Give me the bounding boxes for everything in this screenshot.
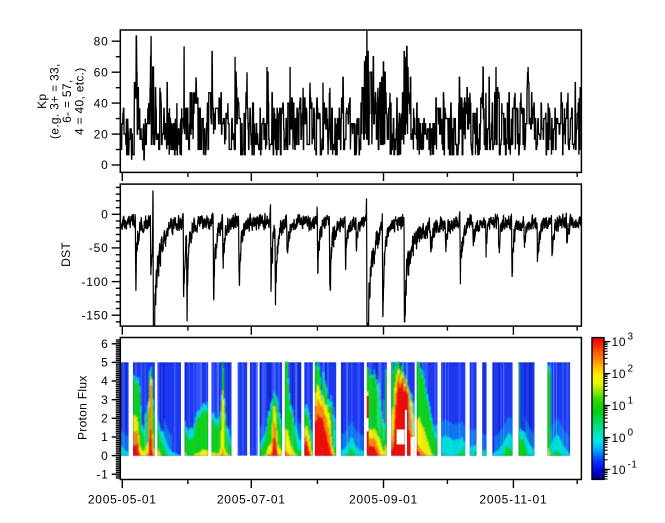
svg-text:10: 10 <box>612 335 627 349</box>
svg-text:2005-05-01: 2005-05-01 <box>88 493 157 507</box>
svg-text:3: 3 <box>101 393 108 407</box>
svg-text:60: 60 <box>94 65 109 79</box>
svg-text:4: 4 <box>101 374 108 388</box>
svg-text:40: 40 <box>94 96 109 110</box>
svg-text:2005-09-01: 2005-09-01 <box>349 493 418 507</box>
svg-text:0: 0 <box>101 449 108 463</box>
svg-text:2005-07-01: 2005-07-01 <box>217 493 286 507</box>
svg-text:10: 10 <box>612 367 627 381</box>
svg-text:10: 10 <box>612 431 627 445</box>
svg-text:2: 2 <box>628 364 634 375</box>
svg-text:0: 0 <box>101 208 108 222</box>
svg-text:-150: -150 <box>81 308 108 322</box>
svg-text:10: 10 <box>612 399 627 413</box>
svg-text:-100: -100 <box>81 275 108 289</box>
svg-text:6: 6 <box>101 337 108 351</box>
svg-text:1: 1 <box>628 396 634 407</box>
svg-text:2: 2 <box>101 412 108 426</box>
svg-text:-50: -50 <box>89 241 109 255</box>
svg-text:DST: DST <box>59 242 73 267</box>
svg-text:Kp(e.g. 3+ = 33,6- = 57,4 = 40: Kp(e.g. 3+ = 33,6- = 57,4 = 40, etc.) <box>35 63 86 139</box>
svg-text:3: 3 <box>628 332 634 343</box>
svg-text:0: 0 <box>101 158 108 172</box>
svg-text:20: 20 <box>94 127 109 141</box>
svg-text:1: 1 <box>101 430 108 444</box>
svg-text:Proton Flux: Proton Flux <box>76 375 90 440</box>
svg-text:5: 5 <box>101 356 108 370</box>
svg-text:2005-11-01: 2005-11-01 <box>479 493 547 507</box>
svg-text:10: 10 <box>612 463 627 477</box>
svg-text:-1: -1 <box>96 467 108 481</box>
svg-text:0: 0 <box>628 428 634 439</box>
svg-text:-1: -1 <box>628 459 638 470</box>
svg-text:80: 80 <box>94 34 109 48</box>
